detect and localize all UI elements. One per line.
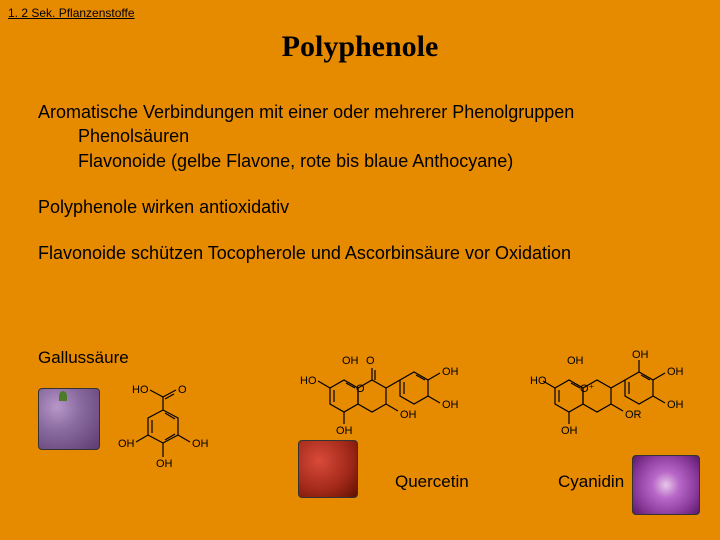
svg-text:OR: OR [625,409,642,421]
breadcrumb: 1. 2 Sek. Pflanzenstoffe [8,6,135,20]
svg-text:OH: OH [442,399,459,411]
svg-text:OH: OH [118,438,135,450]
structure-gallussaeure: HO O OH OH OH [108,385,238,470]
svg-text:OH: OH [192,438,209,450]
svg-text:OH: OH [567,355,584,367]
svg-text:OH: OH [632,349,649,361]
content-body: Aromatische Verbindungen mit einer oder … [38,100,682,287]
svg-text:HO: HO [530,375,547,387]
apples-image [298,440,358,498]
paragraph-3: Flavonoide schützen Tocopherole und Asco… [38,241,682,265]
grapes-image [38,388,100,450]
para1-line1: Aromatische Verbindungen mit einer oder … [38,100,682,124]
svg-text:OH: OH [336,425,353,437]
svg-text:OH: OH [342,355,359,367]
svg-text:O: O [366,355,375,367]
svg-text:OH: OH [156,458,173,470]
svg-text:OH: OH [442,366,459,378]
svg-text:O⁺: O⁺ [580,383,595,395]
svg-text:O: O [178,384,187,396]
para1-indent2: Flavonoide (gelbe Flavone, rote bis blau… [78,149,682,173]
svg-text:OH: OH [667,399,684,411]
paragraph-1: Aromatische Verbindungen mit einer oder … [38,100,682,173]
svg-text:HO: HO [132,384,149,396]
para1-indent1: Phenolsäuren [78,124,682,148]
label-gallussaeure: Gallussäure [38,348,129,368]
label-cyanidin: Cyanidin [558,472,624,492]
svg-text:O: O [356,383,365,395]
svg-text:OH: OH [667,366,684,378]
svg-text:OH: OH [400,409,417,421]
structure-cyanidin: O⁺ HO OH OR OH OH OH OH [530,348,690,448]
svg-text:HO: HO [300,375,317,387]
label-quercetin: Quercetin [395,472,469,492]
structure-quercetin: O O HO OH OH OH OH OH [300,348,480,448]
cabbage-image [632,455,700,515]
svg-text:OH: OH [561,425,578,437]
paragraph-2: Polyphenole wirken antioxidativ [38,195,682,219]
page-title: Polyphenole [0,30,720,64]
